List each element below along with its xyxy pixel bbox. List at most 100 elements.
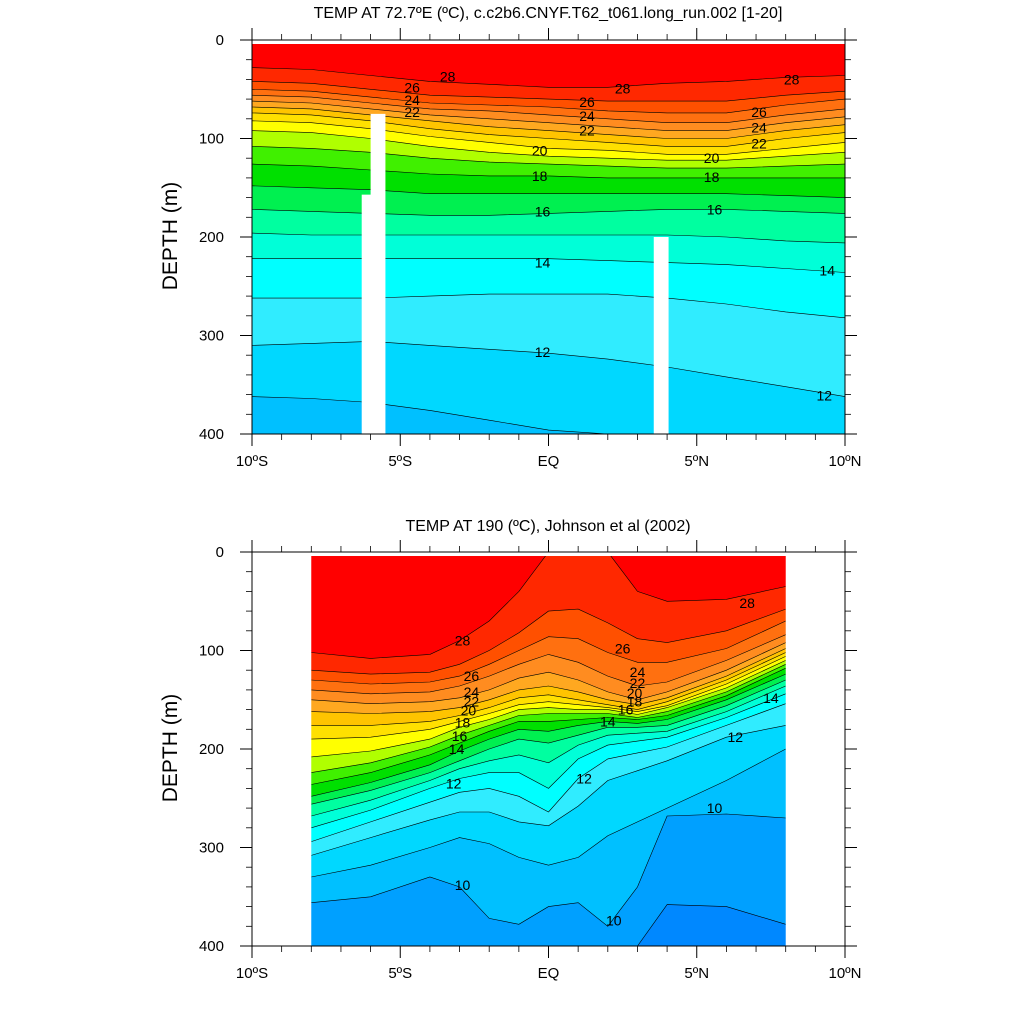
contour-label: 14	[600, 713, 616, 729]
isotherm-22C	[311, 652, 786, 726]
isotherm-10C	[311, 813, 786, 927]
isotherm-16C	[311, 679, 786, 805]
contour-label: 24	[404, 92, 420, 108]
isotherm-26C	[311, 620, 786, 685]
contour-label: 24	[579, 108, 595, 124]
isotherm-22C	[252, 112, 845, 147]
contour-label: 28	[784, 71, 800, 87]
x-tick-label: EQ	[538, 453, 560, 470]
isotherm-27C	[252, 81, 845, 102]
isotherm-17C	[252, 185, 845, 198]
x-tick-label: 10ºS	[236, 965, 268, 982]
contour-label: 14	[819, 262, 835, 278]
contour-label: 28	[455, 633, 471, 649]
contour-label: 26	[464, 668, 480, 684]
contour-label: 22	[579, 123, 595, 139]
contour-label: 20	[627, 685, 643, 701]
isotherm-11C	[252, 396, 845, 434]
y-tick-label: 100	[199, 643, 224, 660]
isotherm-13C	[311, 703, 786, 842]
contour-label: 26	[615, 641, 631, 657]
y-tick-label: 300	[199, 328, 224, 345]
contour-label: 26	[751, 104, 767, 120]
y-tick-label: 0	[216, 32, 224, 49]
isotherm-18C	[311, 667, 786, 785]
contour-label: 10	[707, 800, 723, 816]
isotherm-26C	[252, 89, 845, 114]
isotherm-23C	[311, 648, 786, 714]
isotherm-12C	[252, 341, 845, 397]
x-tick-label: 5ºN	[684, 453, 709, 470]
contour-label: 12	[576, 771, 592, 787]
y-tick-label: 200	[199, 229, 224, 246]
isotherm-24C	[252, 100, 845, 131]
x-tick-label: 5ºS	[388, 453, 412, 470]
x-tick-label: 10ºS	[236, 453, 268, 470]
contour-label: 22	[630, 675, 646, 691]
model-temperature-section: TEMP AT 72.7ºE (ºC), c.c2b6.CNYF.T62_t06…	[159, 5, 862, 470]
isotherm-11C	[311, 748, 786, 878]
y-tick-label: 100	[199, 131, 224, 148]
contour-label: 22	[751, 135, 767, 151]
contour-label: 16	[452, 728, 468, 744]
y-tick-label: 400	[199, 938, 224, 955]
isotherm-27C	[311, 608, 786, 675]
y-tick-label: 200	[199, 741, 224, 758]
contour-label: 12	[446, 775, 462, 791]
x-tick-label: 5ºN	[684, 965, 709, 982]
y-axis-label: DEPTH (m)	[159, 694, 182, 803]
isotherm-28C	[252, 67, 845, 88]
contour-label: 20	[532, 142, 548, 158]
isotherm-19C	[311, 664, 786, 773]
contour-label: 20	[704, 150, 720, 166]
isotherm-20C	[252, 130, 845, 161]
contour-label: 14	[763, 690, 779, 706]
temperature-band-9C	[311, 904, 786, 946]
isotherm-12C	[311, 725, 786, 856]
isotherm-13C	[252, 293, 845, 319]
contour-label: 26	[579, 94, 595, 110]
contour-label: 16	[618, 702, 634, 718]
y-tick-label: 400	[199, 426, 224, 443]
contour-label: 18	[455, 714, 471, 730]
y-tick-label: 300	[199, 840, 224, 857]
isotherm-25C	[311, 634, 786, 695]
isotherm-17C	[311, 673, 786, 797]
contour-label: 24	[630, 664, 646, 680]
contour-label: 24	[751, 120, 767, 136]
y-axis-label: DEPTH (m)	[159, 182, 182, 291]
contour-label: 18	[704, 169, 720, 185]
contour-label: 28	[739, 595, 755, 611]
contour-label: 24	[464, 684, 480, 700]
contour-label: 28	[615, 80, 631, 96]
contour-label: 22	[404, 104, 420, 120]
contour-label: 22	[464, 694, 480, 710]
isotherm-28C	[311, 556, 786, 659]
isotherm-25C	[252, 94, 845, 123]
contour-label: 26	[404, 79, 420, 95]
panel-title: TEMP AT 190 (ºC), Johnson et al (2002)	[405, 518, 690, 535]
isotherm-9C	[311, 904, 786, 946]
isotherm-14C	[252, 258, 845, 273]
contour-label: 28	[440, 68, 456, 84]
contour-label: 12	[728, 729, 744, 745]
contour-label: 12	[535, 344, 551, 360]
panel-title: TEMP AT 72.7ºE (ºC), c.c2b6.CNYF.T62_t06…	[314, 5, 783, 22]
isotherm-15C	[311, 685, 786, 817]
x-tick-label: 5ºS	[388, 965, 412, 982]
contour-label: 10	[455, 877, 471, 893]
missing-data-column	[370, 113, 386, 434]
contour-label: 14	[535, 255, 551, 271]
contour-label: 18	[532, 168, 548, 184]
contour-label: 18	[627, 694, 643, 710]
isotherm-16C	[252, 209, 845, 216]
isotherm-20C	[311, 660, 786, 758]
contour-label: 12	[816, 388, 832, 404]
observed-temperature-section: TEMP AT 190 (ºC), Johnson et al (2002) D…	[159, 518, 862, 982]
contour-label: 16	[707, 201, 723, 217]
isotherm-19C	[252, 146, 845, 169]
missing-data-column	[653, 237, 669, 434]
isotherm-24C	[311, 642, 786, 705]
isotherm-18C	[252, 163, 845, 179]
isotherm-23C	[252, 106, 845, 139]
